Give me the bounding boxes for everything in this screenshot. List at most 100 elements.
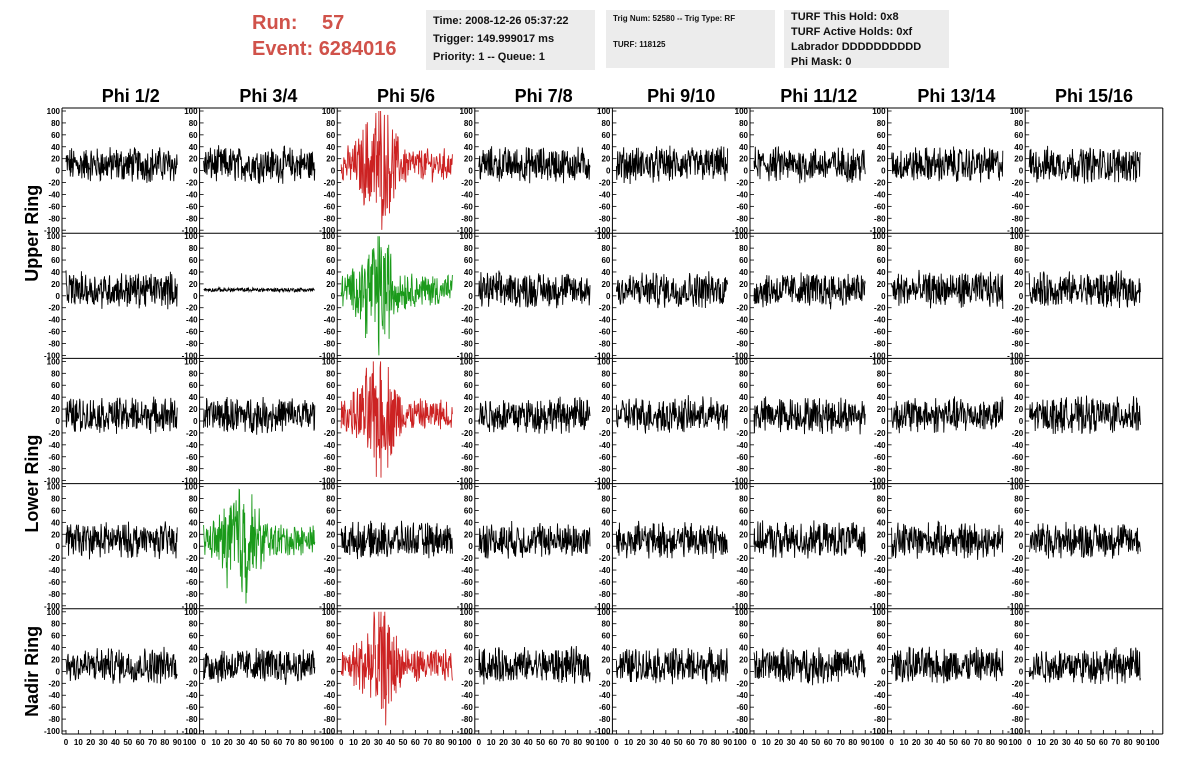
y-tick-label: 100 [184,232,198,241]
y-tick-label: -60 [874,703,886,712]
run-label: Run: [252,12,298,34]
y-tick-label: -100 [870,226,887,235]
x-tick-label: 90 [723,738,732,747]
y-tick-label: -60 [186,328,198,337]
waveform-trace [65,521,178,560]
x-tick-label: 80 [848,738,857,747]
y-tick-label: -40 [1012,566,1024,575]
y-tick-label: -40 [461,441,473,450]
y-tick-label: -80 [324,339,336,348]
y-tick-label: 0 [744,292,749,301]
y-tick-label: 60 [1014,381,1023,390]
y-tick-label: 100 [47,232,61,241]
y-tick-label: -40 [736,691,748,700]
y-tick-label: 40 [601,518,610,527]
y-tick-label: -60 [461,328,473,337]
waveform-trace [478,645,591,685]
x-tick-label: 0 [1027,738,1032,747]
x-tick-label: 40 [111,738,120,747]
y-tick-label: 80 [739,495,748,504]
y-tick-label: -20 [599,304,611,313]
x-tick-label: 60 [549,738,558,747]
y-tick-label: 60 [601,256,610,265]
column-title: Phi 5/6 [377,86,435,106]
y-tick-label: -20 [1012,554,1024,563]
y-tick-label: 80 [1014,369,1023,378]
y-tick-label: -40 [324,190,336,199]
y-tick-label: 80 [1014,244,1023,253]
y-tick-label: -80 [599,590,611,599]
y-tick-label: -40 [599,441,611,450]
x-tick-label: 60 [961,738,970,747]
y-tick-label: -100 [319,602,336,611]
y-tick-label: -80 [186,715,198,724]
time-text: Time: 2008-12-26 05:37:22 [433,15,569,27]
y-tick-label: 20 [877,655,886,664]
y-tick-label: 100 [322,357,336,366]
y-tick-label: -40 [1012,316,1024,325]
y-tick-label: -20 [1012,304,1024,313]
y-tick-label: -20 [599,429,611,438]
y-tick-label: -80 [48,339,60,348]
y-tick-label: 80 [601,369,610,378]
y-tick-label: -60 [599,453,611,462]
y-tick-label: 0 [744,417,749,426]
column-title: Phi 11/12 [780,86,857,106]
y-tick-label: -60 [1012,453,1024,462]
y-tick-label: 20 [601,280,610,289]
waveform-trace [615,646,729,685]
y-tick-label: -40 [874,441,886,450]
x-tick-label: 100 [871,738,885,747]
y-tick-label: -80 [736,465,748,474]
y-tick-label: -20 [48,429,60,438]
x-tick-label: 70 [148,738,157,747]
y-tick-label: 100 [322,483,336,492]
y-tick-label: 0 [468,542,473,551]
y-tick-label: 0 [56,167,61,176]
y-tick-label: 100 [1010,483,1024,492]
y-tick-label: -60 [599,202,611,211]
y-tick-label: 40 [464,518,473,527]
waveform-trace [1028,145,1141,184]
y-tick-label: -20 [736,679,748,688]
y-tick-label: 0 [468,292,473,301]
y-tick-label: 60 [739,381,748,390]
y-tick-label: 20 [739,655,748,664]
y-tick-label: 80 [877,620,886,629]
y-tick-label: 0 [744,167,749,176]
x-tick-label: 100 [596,738,610,747]
waveform-trace [753,647,866,686]
y-tick-label: 100 [1010,357,1024,366]
y-tick-label: -100 [870,477,887,486]
y-tick-label: 20 [877,280,886,289]
y-tick-label: -80 [874,590,886,599]
y-tick-label: -100 [870,602,887,611]
y-tick-label: -80 [1012,214,1024,223]
y-tick-label: 20 [464,655,473,664]
y-tick-label: 100 [597,107,611,116]
y-tick-label: -100 [1007,226,1024,235]
y-tick-label: 100 [597,232,611,241]
y-tick-label: -80 [736,715,748,724]
y-tick-label: 60 [464,381,473,390]
x-tick-label: 90 [310,738,319,747]
waveform-trace [615,395,729,434]
y-tick-label: 60 [326,131,335,140]
y-tick-label: -100 [870,351,887,360]
y-tick-label: -20 [48,179,60,188]
x-tick-label: 30 [649,738,658,747]
x-tick-label: 40 [937,738,946,747]
y-tick-label: 20 [877,405,886,414]
x-tick-label: 80 [436,738,445,747]
x-tick-label: 70 [1111,738,1120,747]
y-tick-label: -20 [186,304,198,313]
y-tick-label: -20 [736,304,748,313]
y-tick-label: -20 [461,679,473,688]
y-tick-label: -100 [182,602,199,611]
y-tick-label: 40 [601,143,610,152]
y-tick-label: -100 [457,226,474,235]
y-tick-label: 20 [739,280,748,289]
y-tick-label: 60 [877,506,886,515]
x-tick-label: 10 [487,738,496,747]
y-tick-label: -80 [874,715,886,724]
